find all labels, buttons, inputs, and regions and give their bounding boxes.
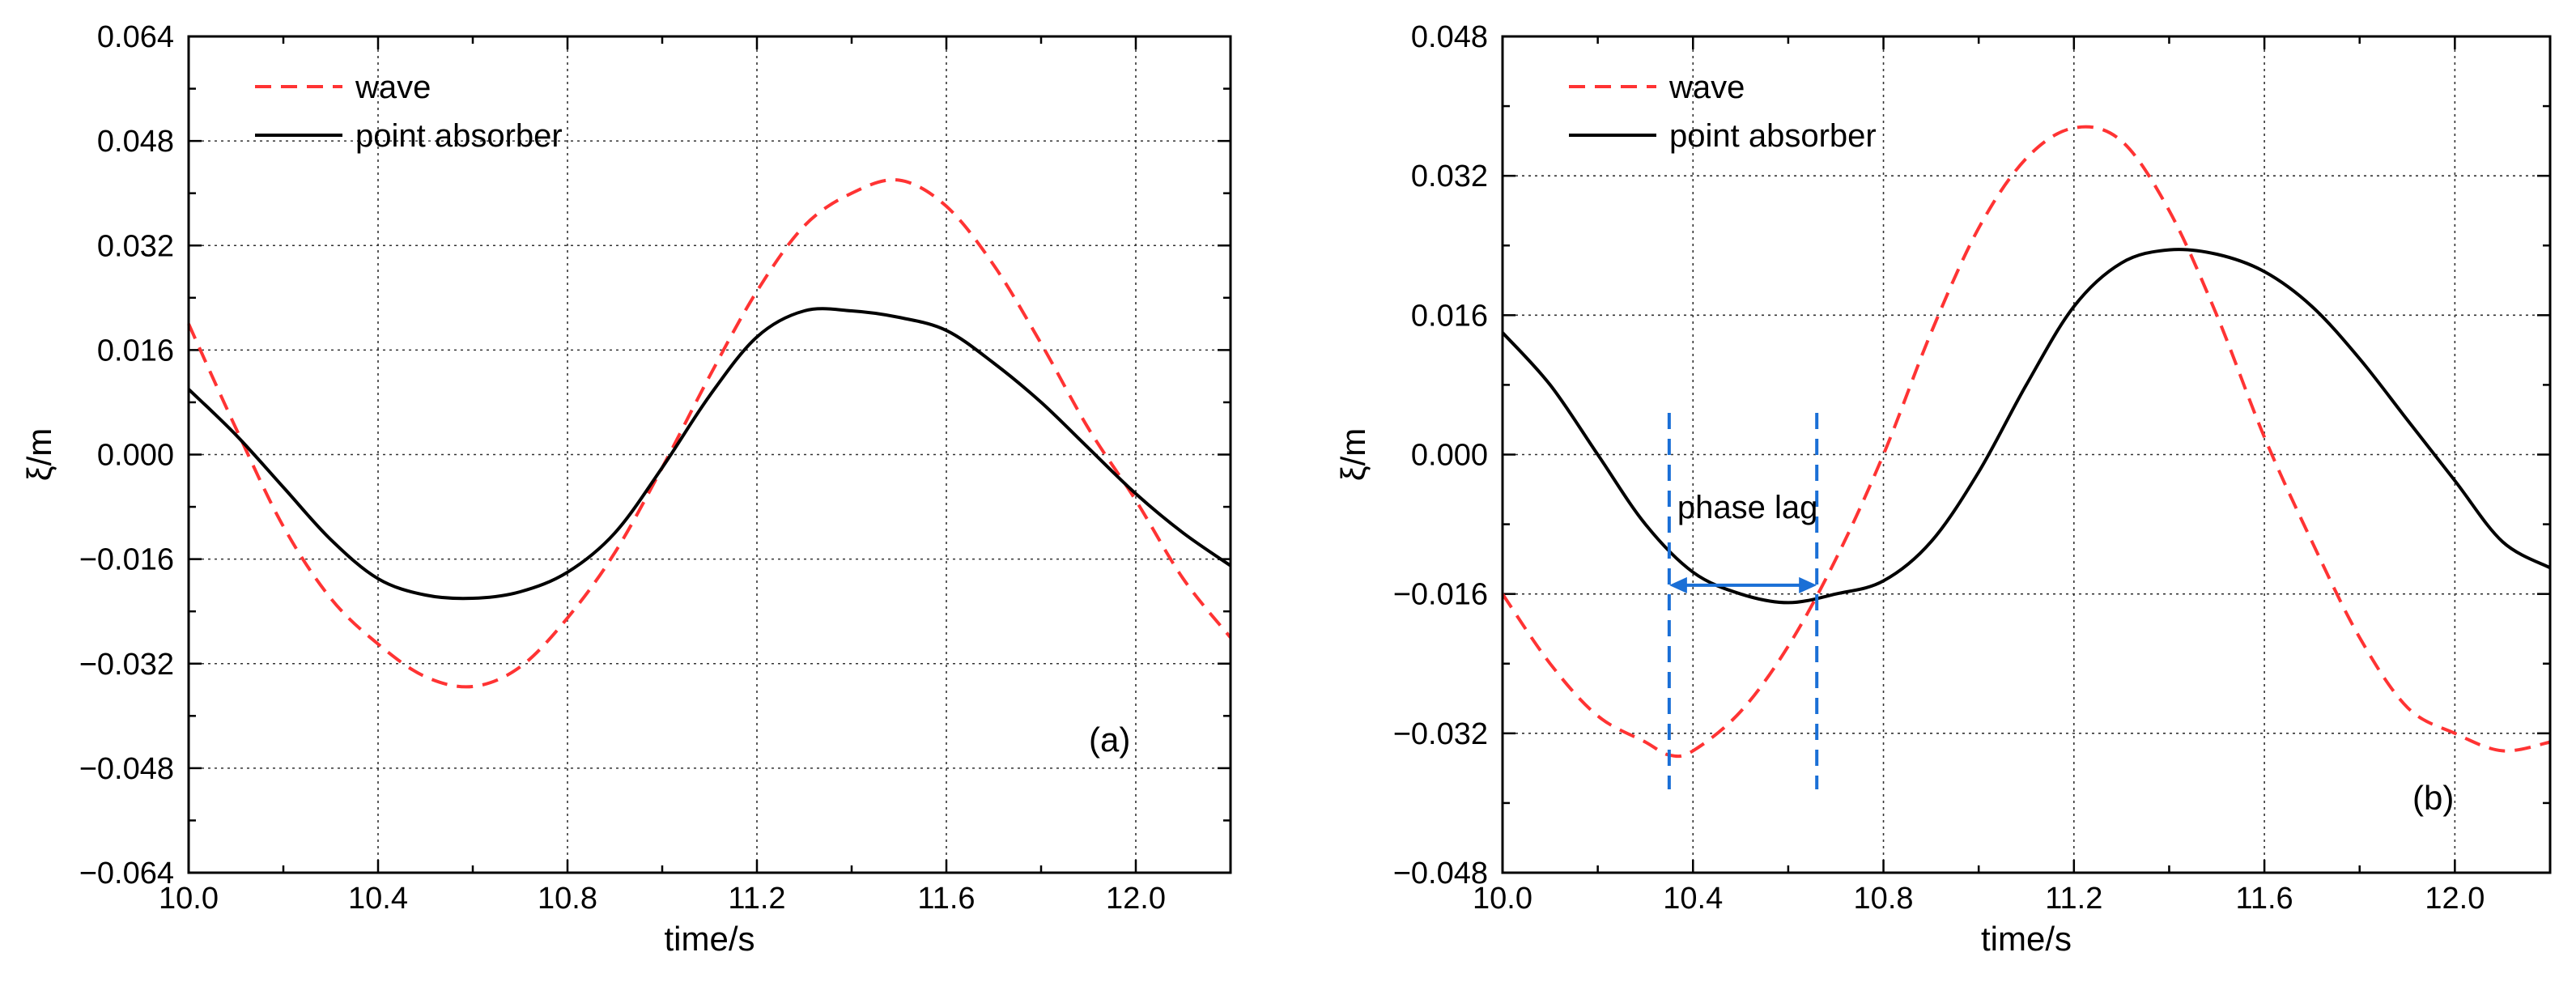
phase-lag-label: phase lag <box>1677 490 1817 525</box>
legend: wave point absorber <box>255 70 563 154</box>
x-tick-label: 10.0 <box>159 882 219 916</box>
legend-label: point absorber <box>1669 118 1877 154</box>
x-tick-label: 11.6 <box>2236 882 2293 916</box>
x-tick-label: 12.0 <box>2425 882 2485 916</box>
chart-panel-b: 10.0 10.4 10.8 11.2 11.6 12.0 −0.048 −0.032 −0.0… <box>1334 20 2552 958</box>
y-tick-label: 0.048 <box>1411 20 1488 54</box>
panel-label: (a) <box>1089 721 1130 759</box>
series-line-point-absorber <box>187 307 1232 601</box>
y-tick-label: −0.064 <box>79 857 174 891</box>
y-axis-title: ξ/m <box>20 428 58 481</box>
y-tick-label: 0.032 <box>97 229 174 263</box>
x-tick-label: 12.0 <box>1106 882 1166 916</box>
y-tick-label: 0.064 <box>97 20 174 54</box>
y-tick-label: −0.032 <box>1393 717 1488 751</box>
legend-label: wave <box>355 70 431 105</box>
phase-lag-arrowhead-right <box>1799 576 1817 593</box>
x-tick-label: 11.6 <box>917 882 975 916</box>
plot-frame <box>1501 35 2552 874</box>
y-tick-label: −0.016 <box>1393 578 1488 612</box>
x-tick-label: 11.2 <box>2045 882 2102 916</box>
x-tick-label: 10.8 <box>1854 882 1914 916</box>
x-tick-label: 11.2 <box>728 882 785 916</box>
y-tick-label: −0.016 <box>79 543 174 577</box>
legend-label: wave <box>1668 70 1745 105</box>
y-tick-label: −0.048 <box>79 752 174 786</box>
x-tick-label: 10.8 <box>538 882 597 916</box>
y-tick-label: 0.048 <box>97 125 174 159</box>
x-tick-label: 10.4 <box>1663 882 1723 916</box>
y-tick-label: −0.032 <box>79 648 174 682</box>
y-tick-label: 0.000 <box>97 439 174 473</box>
y-tick-label: 0.016 <box>1411 299 1488 333</box>
legend: wave point absorber <box>1569 70 1877 154</box>
phase-lag-annotation: phase lag <box>1667 413 1819 789</box>
x-axis-title: time/s <box>664 920 755 958</box>
chart-panel-a: 10.0 10.4 10.8 11.2 11.6 12.0 −0.064 −0.048 −0.0… <box>20 20 1232 958</box>
series-line-wave <box>187 178 1232 689</box>
y-tick-label: 0.032 <box>1411 159 1488 193</box>
x-axis-title: time/s <box>1981 920 2072 958</box>
x-tick-label: 10.4 <box>348 882 408 916</box>
y-tick-label: −0.048 <box>1393 857 1488 891</box>
x-tick-label: 10.0 <box>1473 882 1532 916</box>
y-tick-label: 0.000 <box>1411 439 1488 473</box>
legend-label: point absorber <box>355 118 563 154</box>
series-line-point-absorber <box>1501 248 2551 605</box>
y-tick-label: 0.016 <box>97 334 174 368</box>
panel-label: (b) <box>2412 779 2454 817</box>
y-axis-title: ξ/m <box>1334 428 1372 481</box>
series-line-wave <box>1501 125 2551 759</box>
plot-frame <box>187 35 1232 874</box>
phase-lag-arrowhead-left <box>1668 576 1687 593</box>
